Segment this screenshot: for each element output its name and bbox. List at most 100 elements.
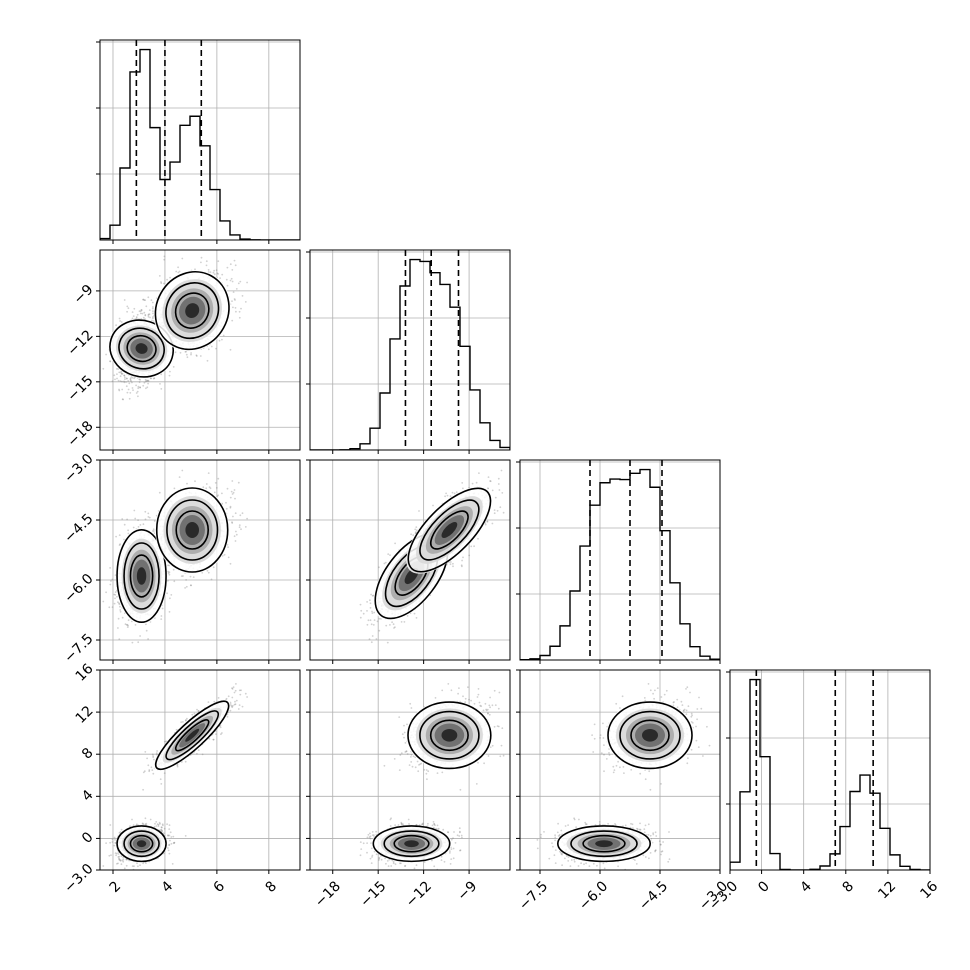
point bbox=[147, 314, 150, 317]
point bbox=[486, 520, 489, 523]
point bbox=[229, 279, 232, 282]
point bbox=[102, 367, 105, 370]
point bbox=[121, 372, 124, 375]
point bbox=[137, 519, 140, 522]
point bbox=[227, 556, 230, 559]
point bbox=[136, 313, 139, 316]
point bbox=[186, 356, 189, 359]
point bbox=[218, 339, 221, 342]
point bbox=[231, 522, 234, 524]
point bbox=[240, 307, 242, 310]
point bbox=[137, 641, 140, 644]
point bbox=[119, 610, 122, 613]
point bbox=[147, 379, 150, 382]
point bbox=[207, 348, 210, 351]
point bbox=[231, 493, 234, 495]
point bbox=[127, 388, 130, 391]
point bbox=[237, 282, 240, 285]
point bbox=[453, 492, 456, 495]
point bbox=[233, 259, 236, 262]
hist-panel-0 bbox=[96, 39, 301, 244]
point bbox=[127, 380, 130, 382]
contour-1-2 bbox=[174, 292, 210, 329]
point bbox=[174, 351, 177, 354]
point bbox=[119, 380, 122, 382]
point bbox=[133, 377, 136, 380]
point bbox=[137, 387, 140, 390]
point bbox=[147, 512, 150, 515]
point bbox=[137, 395, 139, 398]
point bbox=[153, 520, 156, 522]
contour-0-1 bbox=[118, 327, 165, 370]
point bbox=[139, 386, 142, 389]
point bbox=[123, 374, 126, 377]
point bbox=[452, 565, 454, 568]
point bbox=[199, 355, 202, 357]
point bbox=[231, 269, 234, 271]
point bbox=[210, 345, 213, 348]
point bbox=[131, 311, 134, 313]
point bbox=[179, 351, 182, 354]
point bbox=[233, 298, 236, 300]
point bbox=[144, 314, 147, 317]
point bbox=[119, 543, 121, 546]
point bbox=[102, 600, 105, 603]
point bbox=[142, 298, 145, 301]
point bbox=[132, 315, 135, 317]
point bbox=[139, 310, 142, 313]
point bbox=[144, 314, 147, 316]
point bbox=[190, 352, 193, 354]
density-0-4 bbox=[136, 567, 147, 585]
point bbox=[110, 580, 112, 582]
contour-0-1 bbox=[123, 542, 160, 610]
point bbox=[229, 348, 232, 351]
point bbox=[212, 566, 215, 569]
point bbox=[137, 526, 140, 528]
point bbox=[229, 562, 232, 565]
point bbox=[205, 260, 208, 263]
point bbox=[105, 353, 107, 356]
point bbox=[143, 299, 146, 301]
point bbox=[148, 313, 151, 316]
point bbox=[132, 389, 134, 391]
point bbox=[239, 514, 242, 517]
point bbox=[142, 298, 145, 301]
point bbox=[225, 501, 227, 504]
point bbox=[432, 504, 434, 507]
point bbox=[117, 368, 120, 370]
point bbox=[118, 388, 120, 391]
point bbox=[121, 380, 123, 383]
point bbox=[126, 305, 129, 308]
point bbox=[221, 338, 223, 341]
point bbox=[449, 561, 452, 563]
density-1-4 bbox=[185, 303, 200, 319]
point bbox=[160, 618, 163, 620]
point bbox=[371, 635, 374, 637]
point bbox=[131, 641, 134, 644]
point bbox=[225, 507, 228, 510]
point bbox=[166, 278, 169, 281]
point bbox=[234, 540, 237, 542]
point bbox=[234, 497, 236, 500]
point bbox=[231, 319, 234, 322]
point bbox=[161, 607, 164, 610]
point bbox=[227, 546, 230, 548]
point bbox=[230, 490, 233, 493]
point bbox=[147, 380, 150, 382]
point bbox=[233, 489, 236, 491]
point bbox=[207, 472, 210, 474]
panel-2-1 bbox=[306, 459, 511, 664]
point bbox=[147, 638, 150, 640]
point bbox=[221, 273, 224, 276]
point bbox=[461, 559, 463, 562]
point bbox=[184, 587, 187, 589]
point bbox=[232, 306, 234, 309]
hist-panel-1 bbox=[306, 249, 511, 454]
point bbox=[158, 275, 161, 277]
hist-panel-2 bbox=[516, 459, 721, 664]
point bbox=[231, 521, 233, 524]
point bbox=[462, 487, 464, 490]
point bbox=[152, 528, 155, 531]
point bbox=[121, 398, 124, 401]
point bbox=[113, 593, 116, 596]
